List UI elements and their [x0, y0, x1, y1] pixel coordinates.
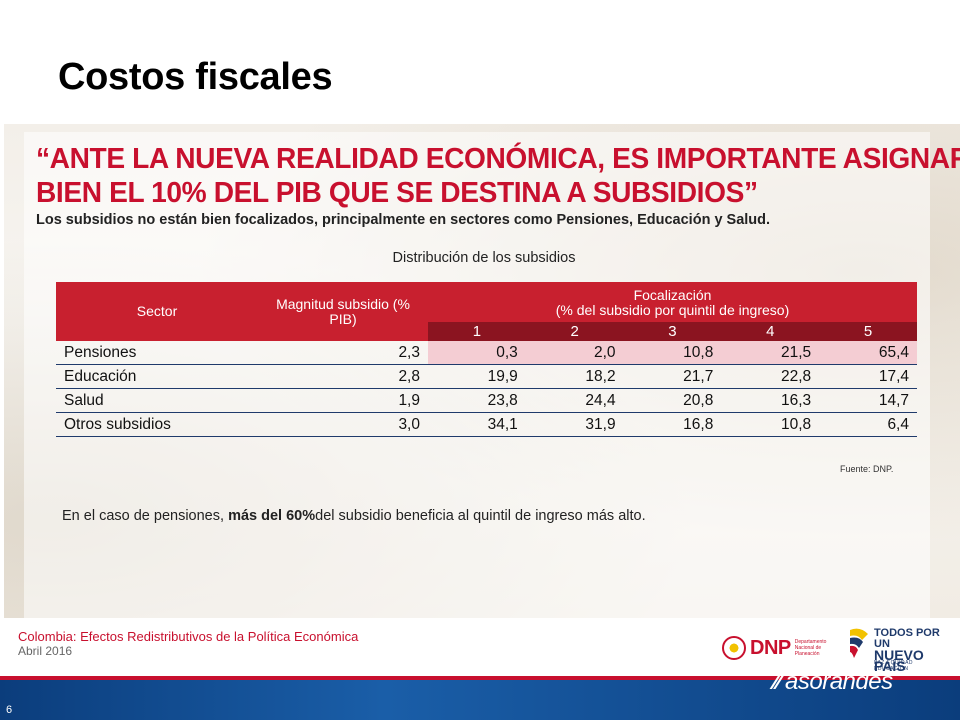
- cell-magnitud: 2,8: [258, 364, 428, 389]
- cell-quintile: 20,8: [623, 388, 722, 413]
- headline-line-2: BIEN EL 10% DEL PIB QUE SE DESTINA A SUB…: [36, 177, 758, 209]
- header-magnitud: Magnitud subsidio (% PIB): [258, 282, 428, 341]
- colombia-seal-icon: [722, 636, 746, 660]
- cell-quintile: 21,5: [721, 341, 820, 365]
- cell-quintile: 0,3: [428, 341, 526, 365]
- source-note: Fuente: DNP.: [840, 464, 894, 474]
- todos-text: TODOS POR UN NUEVO PAÍS: [874, 627, 946, 674]
- cell-quintile: 21,7: [623, 364, 722, 389]
- pension-note: En el caso de pensiones, más del 60% del…: [62, 508, 685, 525]
- cell-sector: Educación: [56, 364, 258, 389]
- note-text-2: del subsidio beneficia al quintil de ing…: [315, 508, 646, 524]
- table-row: Educación 2,8 19,9 18,2 21,7 22,8 17,4: [56, 364, 917, 389]
- cell-magnitud: 3,0: [258, 412, 428, 437]
- asorandes-wordmark: asorandes: [785, 668, 893, 695]
- headline: “ANTE LA NUEVA REALIDAD ECONÓMICA, ES IM…: [36, 142, 960, 210]
- cell-magnitud: 2,3: [258, 341, 428, 365]
- asorandes-logo: ⁄⁄ asorandes: [774, 668, 893, 696]
- cell-sector: Pensiones: [56, 341, 258, 365]
- cell-quintile: 23,8: [428, 388, 526, 413]
- todos-por-un-nuevo-pais-logo: TODOS POR UN NUEVO PAÍS PAZ EQUIDAD EDUC…: [846, 626, 946, 673]
- cell-magnitud: 1,9: [258, 388, 428, 413]
- header-focalizacion-title: Focalización: [633, 287, 712, 303]
- colombia-flag-icon: [850, 628, 868, 658]
- cell-quintile: 65,4: [819, 341, 917, 365]
- header-quintile: 2: [525, 322, 624, 341]
- cell-sector: Salud: [56, 388, 258, 413]
- cell-quintile: 34,1: [428, 412, 526, 437]
- subheadline: Los subsidios no están bien focalizados,…: [36, 212, 771, 228]
- cell-quintile: 16,3: [721, 388, 820, 413]
- note-emphasis: más del 60%: [228, 508, 316, 524]
- header-quintile: 1: [428, 322, 526, 341]
- note-text-1: En el caso de pensiones,: [62, 508, 229, 524]
- header-focalizacion-sub: (% del subsidio por quintil de ingreso): [555, 302, 790, 318]
- footer-date: Abril 2016: [18, 644, 73, 658]
- footer-caption: Colombia: Efectos Redistributivos de la …: [18, 629, 359, 659]
- todos-line-1: TODOS POR UN: [874, 627, 940, 650]
- cell-quintile: 6,4: [819, 412, 917, 437]
- table-row: Salud 1,9 23,8 24,4 20,8 16,3 14,7: [56, 388, 917, 413]
- cell-quintile: 16,8: [623, 412, 722, 437]
- todos-tagline: PAZ EQUIDAD EDUCACIÓN: [874, 660, 914, 672]
- dnp-logo: DNP Departamento Nacional de Planeación: [722, 636, 837, 660]
- header-focalizacion: Focalización (% del subsidio por quintil…: [428, 282, 917, 322]
- cell-quintile: 14,7: [819, 388, 917, 413]
- cell-quintile: 31,9: [525, 412, 624, 437]
- cell-quintile: 10,8: [721, 412, 820, 437]
- cell-quintile: 2,0: [525, 341, 624, 365]
- headline-line-1: “ANTE LA NUEVA REALIDAD ECONÓMICA, ES IM…: [36, 143, 960, 175]
- cell-sector: Otros subsidios: [56, 412, 258, 437]
- todos-line-2: NUEVO PAÍS: [874, 647, 924, 674]
- slide-title: Costos fiscales: [58, 56, 333, 98]
- asorandes-mark-icon: ⁄⁄: [774, 668, 782, 695]
- header-quintile: 3: [623, 322, 722, 341]
- cell-quintile: 18,2: [525, 364, 624, 389]
- cell-quintile: 24,4: [525, 388, 624, 413]
- cell-quintile: 19,9: [428, 364, 526, 389]
- cell-quintile: 22,8: [721, 364, 820, 389]
- footer-accent-line: [0, 676, 960, 680]
- header-quintile: 4: [721, 322, 820, 341]
- cell-quintile: 10,8: [623, 341, 722, 365]
- header-sector: Sector: [56, 282, 258, 341]
- page-number: 6: [6, 704, 13, 716]
- table-title: Distribución de los subsidios: [392, 250, 576, 266]
- dnp-subtitle: Departamento Nacional de Planeación: [794, 639, 827, 657]
- table-row: Pensiones 2,3 0,3 2,0 10,8 21,5 65,4: [56, 341, 917, 365]
- footer-title: Colombia: Efectos Redistributivos de la …: [18, 629, 359, 644]
- dnp-wordmark: DNP: [750, 636, 791, 659]
- content-panel: “ANTE LA NUEVA REALIDAD ECONÓMICA, ES IM…: [4, 124, 960, 618]
- footer-bar: [0, 680, 960, 720]
- cell-quintile: 17,4: [819, 364, 917, 389]
- header-quintile: 5: [819, 322, 917, 341]
- table-row: Otros subsidios 3,0 34,1 31,9 16,8 10,8 …: [56, 412, 917, 437]
- subsidy-distribution-table: Sector Magnitud subsidio (% PIB) Focaliz…: [56, 282, 917, 437]
